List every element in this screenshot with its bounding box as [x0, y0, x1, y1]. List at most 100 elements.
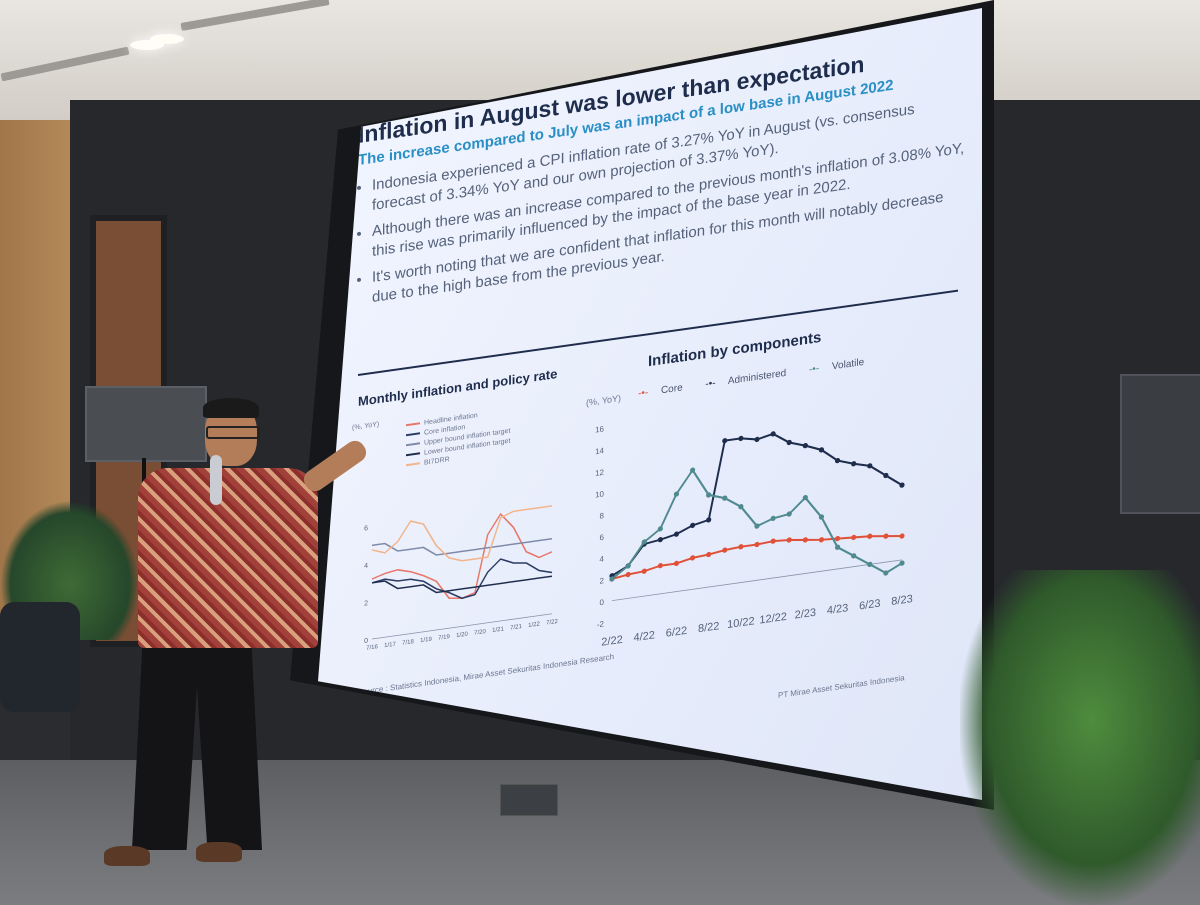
- y-tick-label: 4: [600, 554, 605, 564]
- series-line: [371, 512, 553, 600]
- x-tick-label: 2/23: [795, 607, 816, 622]
- data-point: [802, 495, 808, 501]
- data-point: [738, 504, 744, 510]
- data-point: [722, 438, 728, 444]
- y-tick-label: 16: [595, 424, 604, 434]
- ceiling-vent: [180, 0, 330, 31]
- x-tick-label: 7/22: [546, 619, 558, 627]
- legend-swatch: [406, 432, 420, 437]
- slide-footer: PT Mirae Asset Sekuritas Indonesia: [778, 673, 905, 700]
- data-point: [625, 571, 631, 578]
- data-point: [706, 551, 712, 558]
- legend-item-administered: -•- Administered: [705, 367, 787, 391]
- potted-plant: [960, 570, 1200, 905]
- data-point: [673, 531, 680, 537]
- presenter-batik-shirt: [138, 468, 318, 648]
- data-point: [738, 544, 744, 550]
- left-chart-unit: (%, YoY): [352, 421, 380, 432]
- y-tick-label: 4: [364, 563, 368, 571]
- data-point: [851, 534, 857, 541]
- ceiling-light: [130, 40, 164, 50]
- wall-outlet: [500, 784, 558, 816]
- presentation-slide: Inflation in August was lower than expec…: [318, 8, 982, 800]
- series-line: [611, 535, 903, 580]
- y-tick-label: 10: [595, 489, 604, 499]
- legend-label: BI7DRR: [424, 456, 450, 467]
- y-tick-label: 0: [364, 638, 368, 646]
- x-tick-label: 2/22: [601, 634, 622, 649]
- microphone: [210, 455, 222, 505]
- y-tick-label: 14: [595, 446, 604, 456]
- presenter-shoe: [196, 842, 242, 862]
- data-point: [883, 472, 889, 479]
- data-point: [706, 492, 712, 498]
- legend-swatch: [406, 462, 420, 467]
- data-point: [899, 560, 905, 566]
- data-point: [883, 570, 889, 576]
- data-point: [673, 560, 680, 567]
- data-point: [673, 491, 680, 497]
- legend-swatch: [406, 442, 420, 447]
- data-point: [786, 511, 792, 517]
- x-tick-label: 7/18: [402, 639, 414, 647]
- series-line: [371, 558, 553, 600]
- data-point: [754, 436, 760, 443]
- data-point: [851, 461, 857, 467]
- data-point: [851, 553, 857, 559]
- data-point: [834, 535, 841, 542]
- loudspeaker: [1120, 374, 1200, 514]
- x-tick-label: 8/23: [891, 593, 912, 608]
- loudspeaker: [85, 386, 207, 462]
- data-point: [834, 544, 841, 550]
- right-chart-unit: (%, YoY): [586, 393, 622, 408]
- data-point: [818, 514, 825, 520]
- x-tick-label: 10/22: [727, 615, 755, 631]
- data-point: [609, 576, 615, 582]
- data-point: [722, 547, 728, 553]
- inflation-components-chart: -2 0 2 4 6 8 10 12 14 16 2/22 4/22 6/22 8/22 10/22 12/2…: [595, 424, 913, 649]
- y-tick-label: 12: [595, 468, 604, 478]
- data-point: [770, 431, 776, 437]
- data-point: [867, 533, 873, 539]
- data-point: [786, 537, 792, 543]
- legend-swatch: [406, 452, 420, 457]
- presenter-hair: [203, 398, 259, 418]
- data-point: [786, 439, 792, 446]
- data-point: [770, 515, 776, 522]
- data-point: [899, 533, 905, 539]
- x-axis: [372, 613, 552, 640]
- ceiling-light: [150, 34, 184, 44]
- data-point: [802, 443, 808, 449]
- chair: [0, 602, 80, 712]
- x-tick-label: 7/21: [510, 624, 522, 632]
- data-point: [689, 522, 696, 529]
- data-point: [641, 539, 647, 545]
- data-point: [657, 537, 663, 543]
- x-tick-label: 1/22: [528, 621, 540, 629]
- data-point: [834, 457, 841, 464]
- x-tick-label: 7/19: [438, 634, 450, 642]
- x-tick-label: 7/20: [474, 629, 486, 637]
- y-tick-label: 6: [364, 525, 368, 533]
- y-tick-label: -2: [597, 619, 605, 629]
- chart-title-left: Monthly inflation and policy rate: [358, 365, 558, 409]
- x-tick-label: 6/23: [859, 598, 880, 613]
- left-chart-legend: Headline inflation Core inflation Upper …: [406, 407, 510, 472]
- data-point: [770, 538, 776, 544]
- data-point: [754, 523, 760, 529]
- data-point: [867, 561, 873, 568]
- y-tick-label: 2: [600, 576, 605, 586]
- data-point: [706, 517, 712, 523]
- x-tick-label: 4/22: [634, 629, 655, 644]
- data-point: [754, 541, 760, 548]
- x-tick-label: 1/19: [420, 637, 432, 645]
- data-point: [657, 563, 663, 569]
- x-tick-label: 8/22: [698, 620, 719, 635]
- data-point: [689, 467, 696, 473]
- y-tick-label: 8: [600, 511, 605, 521]
- data-point: [883, 533, 889, 539]
- data-point: [802, 537, 808, 543]
- x-tick-label: 12/22: [759, 611, 787, 627]
- legend-item-volatile: -•- Volatile: [808, 356, 865, 376]
- presenter-shoe: [104, 846, 150, 866]
